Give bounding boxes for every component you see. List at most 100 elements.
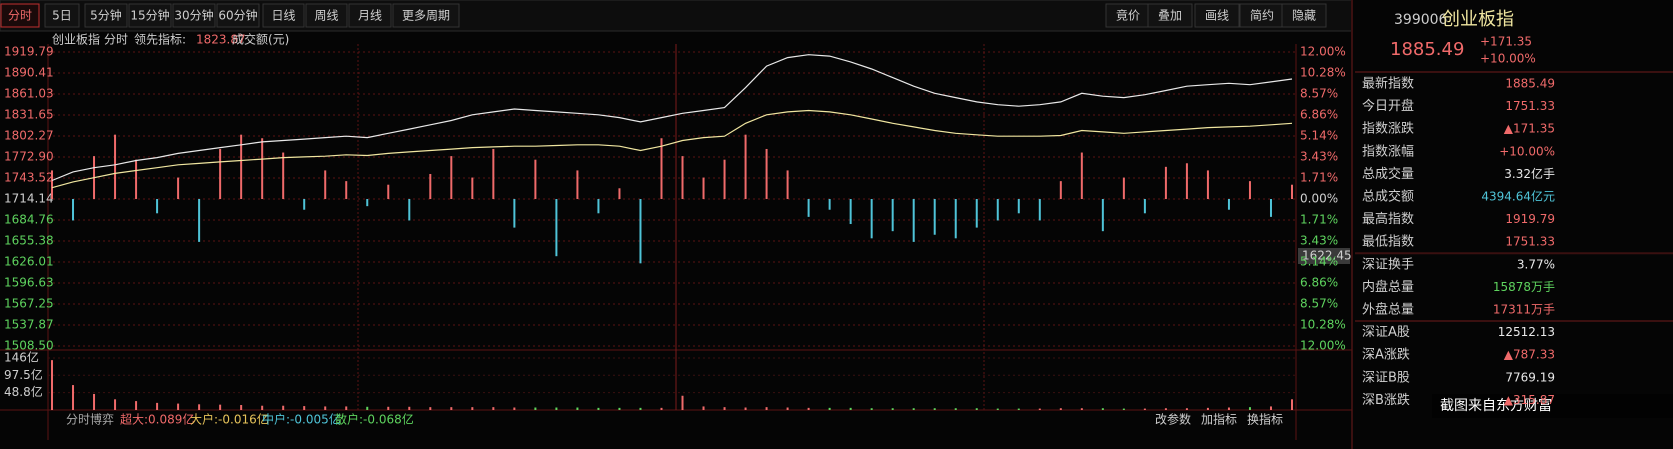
row-label: 最低指数: [1362, 235, 1414, 250]
volume-bar: [828, 407, 831, 410]
tab[interactable]: [84, 3, 128, 28]
indicator-bar: [1291, 184, 1293, 200]
cursor-label: 1622.45: [1302, 249, 1352, 263]
indicator-bar: [471, 177, 474, 200]
tool[interactable]: [1281, 3, 1327, 28]
volume-bar: [429, 407, 432, 410]
volume-bar: [1101, 408, 1104, 410]
row-value: 17311万手: [1493, 303, 1555, 317]
tab-label[interactable]: 5日: [52, 9, 72, 23]
tool-label[interactable]: 竟价: [1116, 9, 1140, 23]
indicator-bar: [450, 156, 453, 200]
tab-label[interactable]: 60分钟: [218, 8, 257, 23]
volume-bar: [408, 406, 411, 410]
tool[interactable]: [1147, 3, 1193, 28]
footer-button[interactable]: 改参数: [1155, 412, 1191, 427]
tab[interactable]: [216, 3, 260, 28]
volume-bar: [1122, 408, 1125, 410]
tab-label[interactable]: 更多周期: [402, 9, 450, 23]
tab[interactable]: [348, 3, 392, 28]
line: [51, 109, 1293, 189]
tab[interactable]: [392, 3, 460, 28]
y-tick-label: 1508.50: [4, 339, 54, 353]
y2-tick-label: 6.86%: [1300, 276, 1338, 290]
indicator-bar: [744, 134, 747, 200]
quote-change-pct: +10.00%: [1480, 52, 1536, 66]
indicator-bar: [1080, 152, 1083, 200]
tab-label[interactable]: 15分钟: [130, 8, 169, 23]
indicator-bar: [1248, 181, 1251, 200]
row-label: 外盘总量: [1362, 302, 1414, 318]
indicator-bar: [1227, 199, 1230, 210]
cursor-box: [1298, 248, 1350, 264]
indicator-bar: [765, 148, 768, 200]
row-label: 深B涨跌: [1362, 392, 1410, 408]
indicator-bar: [849, 199, 852, 225]
volume-bar: [492, 407, 495, 410]
indicator-bar: [891, 199, 894, 232]
tab-label[interactable]: 分时: [8, 9, 32, 23]
indicator-bar: [534, 159, 537, 200]
volume-bar: [1017, 408, 1020, 410]
footer-text: 散户:-0.068亿: [335, 412, 414, 427]
y2-tick-label: 10.28%: [1300, 66, 1346, 80]
indicator-bar: [576, 170, 579, 200]
volume-bar: [765, 407, 768, 410]
tab[interactable]: [44, 3, 80, 28]
tab-label[interactable]: 30分钟: [174, 8, 213, 23]
volume-bar: [1059, 408, 1062, 410]
y-tick-label: 1772.90: [4, 150, 54, 164]
volume-bar: [93, 393, 96, 410]
y2-tick-label: 0.00%: [1300, 192, 1338, 206]
indicator-bar: [156, 199, 159, 214]
row-label: 指数涨跌: [1362, 121, 1414, 137]
row-value: ▲315.87: [1504, 393, 1555, 407]
tool-label[interactable]: 叠加: [1158, 9, 1182, 23]
tab[interactable]: [305, 3, 348, 28]
indicator-bar: [114, 134, 117, 200]
tab-label[interactable]: 月线: [358, 9, 382, 23]
indicator-bar: [723, 159, 726, 200]
indicator-bar: [324, 170, 327, 200]
tab[interactable]: [0, 3, 40, 28]
volume-bar: [870, 408, 873, 410]
indicator-bar: [303, 199, 306, 210]
row-value: 3.32亿手: [1504, 166, 1555, 181]
tab[interactable]: [128, 3, 172, 28]
indicator-bar: [219, 148, 222, 200]
footer-button[interactable]: 加指标: [1201, 412, 1237, 427]
indicator-bar: [912, 199, 915, 242]
volume-bar: [177, 403, 180, 410]
row-value: 12512.13: [1498, 325, 1555, 339]
volume-bar: [660, 407, 663, 410]
tool-label[interactable]: 画线: [1205, 9, 1229, 23]
footer-text: 分时博弈: [66, 412, 114, 427]
indicator-bar: [954, 199, 957, 239]
tool[interactable]: [1194, 3, 1240, 28]
indicator-bar: [618, 188, 621, 200]
tool-label[interactable]: 隐藏: [1292, 9, 1316, 23]
tool-label[interactable]: 简约: [1250, 8, 1274, 23]
quote-code: 399006: [1394, 12, 1448, 28]
row-label: 总成交量: [1362, 166, 1414, 182]
tab[interactable]: [172, 3, 216, 28]
row-label: 指数涨幅: [1362, 144, 1414, 159]
indicator-bar: [702, 177, 705, 200]
tab[interactable]: [262, 3, 305, 28]
volume-bar: [576, 407, 579, 410]
indicator-bar: [1185, 163, 1188, 200]
footer-button[interactable]: 换指标: [1247, 412, 1283, 427]
volume-bar: [1143, 408, 1146, 410]
tab-label[interactable]: 5分钟: [90, 8, 122, 23]
volume-bar: [450, 407, 453, 410]
volume-bar: [303, 406, 306, 410]
volume-bar: [1185, 408, 1188, 410]
row-label: 深证B股: [1362, 370, 1410, 385]
volume-bar: [282, 405, 285, 410]
volume-bar: [639, 407, 642, 410]
tab-label[interactable]: 日线: [271, 9, 295, 23]
indicator-bar: [429, 173, 432, 200]
footer-text: 大户:-0.016亿: [190, 412, 269, 427]
y-tick-label: 1802.27: [4, 129, 54, 143]
tab-label[interactable]: 周线: [314, 9, 338, 23]
